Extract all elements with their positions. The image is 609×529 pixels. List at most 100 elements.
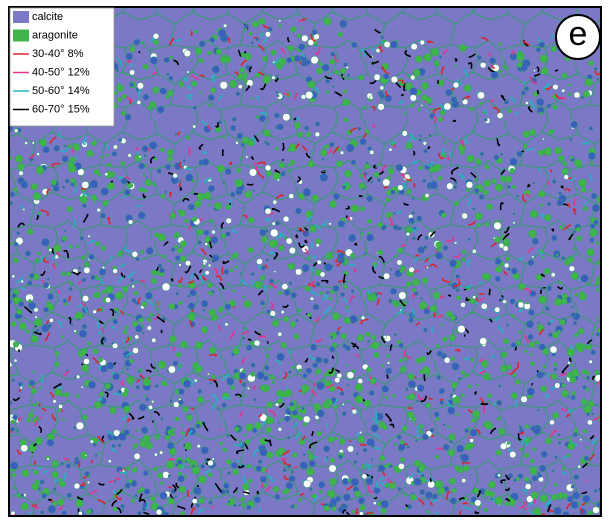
grain	[162, 517, 168, 523]
grain	[238, 504, 240, 506]
grain	[370, 378, 376, 384]
grain	[472, 296, 475, 299]
grain	[260, 476, 266, 482]
grain	[326, 252, 334, 260]
grain	[129, 479, 133, 483]
grain	[138, 212, 145, 219]
grain	[114, 480, 116, 482]
grain	[288, 45, 294, 51]
grain	[319, 490, 322, 493]
grain	[329, 465, 337, 473]
grain	[202, 159, 209, 166]
grain	[303, 188, 311, 196]
grain	[29, 273, 34, 278]
grain	[537, 324, 544, 331]
grain	[278, 422, 280, 424]
grain	[93, 310, 97, 314]
grain	[341, 217, 345, 221]
grain	[178, 301, 182, 305]
grain	[545, 306, 549, 310]
boundary	[360, 196, 363, 197]
grain	[473, 410, 481, 418]
grain	[499, 70, 502, 73]
grain	[417, 216, 423, 222]
grain	[99, 269, 106, 276]
grain	[261, 236, 267, 242]
grain	[80, 237, 84, 241]
grain	[362, 474, 367, 479]
grain	[332, 506, 337, 511]
grain	[592, 204, 600, 212]
grain	[102, 290, 107, 295]
grain	[230, 192, 235, 197]
grain	[381, 364, 384, 367]
grain	[480, 62, 486, 68]
grain	[291, 505, 295, 509]
grain	[588, 61, 593, 66]
grain	[67, 493, 72, 498]
grain	[298, 369, 301, 372]
grain	[500, 153, 503, 156]
grain	[340, 151, 344, 155]
grain	[309, 468, 311, 470]
grain	[497, 474, 500, 477]
boundary	[135, 517, 141, 520]
grain	[201, 300, 208, 307]
grain	[121, 161, 125, 165]
grain	[66, 272, 71, 277]
grain	[513, 373, 516, 376]
grain	[185, 260, 190, 265]
grain	[113, 507, 117, 511]
grain	[118, 444, 122, 448]
legend-label: calcite	[32, 11, 63, 23]
grain	[173, 235, 176, 238]
grain	[596, 332, 600, 336]
grain	[455, 182, 457, 184]
grain	[307, 256, 310, 259]
grain	[47, 458, 50, 461]
grain	[219, 306, 224, 311]
grain	[571, 306, 573, 308]
grain	[442, 337, 447, 342]
grain	[160, 148, 164, 152]
grain	[424, 308, 430, 314]
grain	[342, 99, 349, 106]
grain	[544, 148, 552, 156]
grain	[275, 147, 278, 150]
grain	[78, 267, 80, 269]
grain	[470, 299, 475, 304]
boundary	[425, 266, 426, 267]
grain	[547, 322, 550, 325]
boundary	[366, 513, 373, 514]
grain	[113, 145, 117, 149]
grain	[273, 200, 277, 204]
grain	[131, 279, 134, 282]
grain	[567, 348, 575, 356]
grain	[542, 256, 545, 259]
grain	[243, 72, 247, 76]
grain	[547, 104, 551, 108]
grain	[37, 402, 39, 404]
grain	[333, 193, 339, 199]
grain	[484, 421, 492, 429]
grain	[415, 440, 417, 442]
grain	[453, 389, 455, 391]
grain	[167, 442, 174, 449]
boundary	[169, 487, 172, 488]
grain	[240, 157, 242, 159]
grain	[180, 241, 187, 248]
grain	[232, 117, 236, 121]
grain	[550, 346, 557, 353]
grain	[562, 293, 568, 299]
grain	[316, 68, 322, 74]
grain	[289, 194, 294, 199]
grain	[34, 319, 42, 327]
grain	[470, 439, 474, 443]
grain	[198, 389, 202, 393]
grain	[158, 307, 160, 309]
grain	[143, 173, 145, 175]
grain	[554, 483, 558, 487]
grain	[569, 266, 575, 272]
grain	[157, 106, 164, 113]
